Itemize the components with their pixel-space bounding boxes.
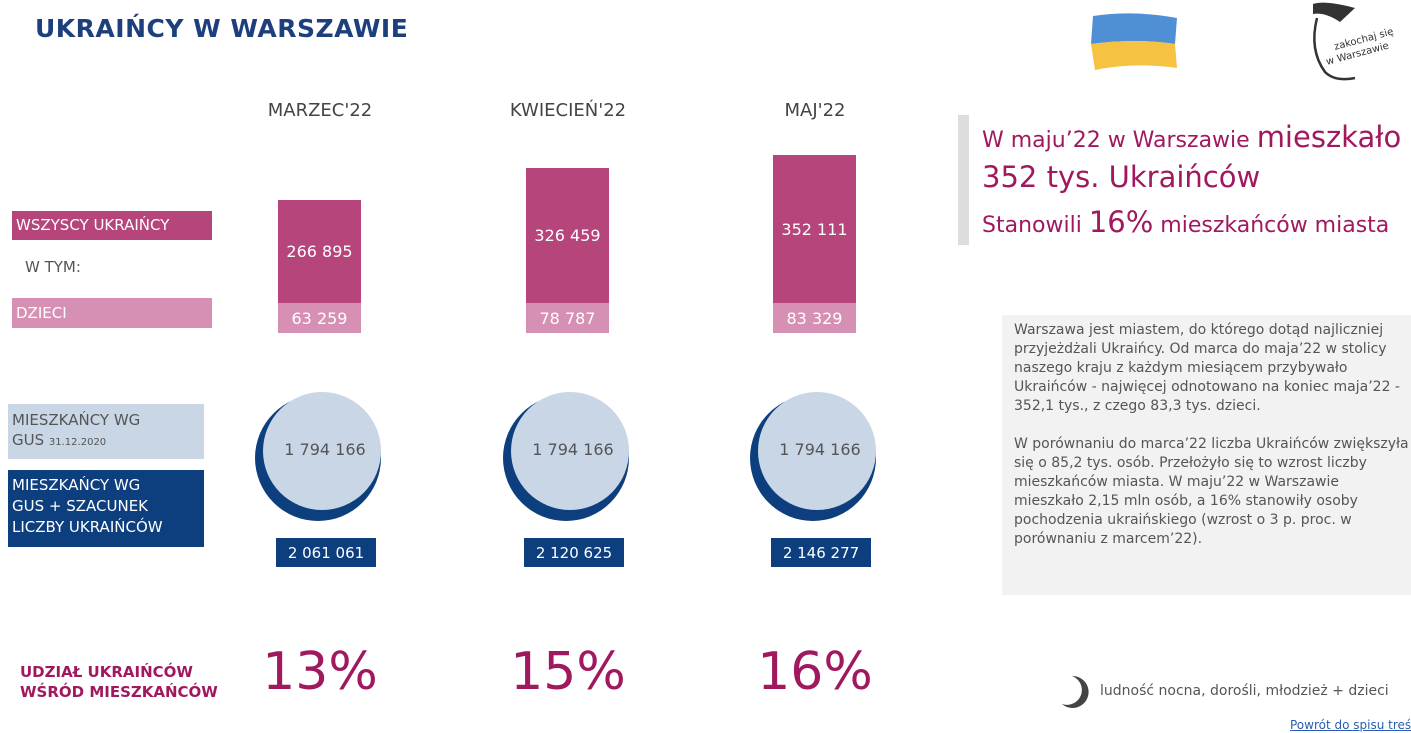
headline-line: Stanowili 16% mieszkańców miasta [982,205,1389,239]
bar-all: 326 459 [526,168,609,303]
bar-all: 352 111 [773,155,856,303]
text: MIESZKAŃCY WG [12,411,141,429]
label-residents: MIESZKAŃCY WG GUS 31.12.2020 [8,404,204,459]
description: Warszawa jest miastem, do którego dotąd … [1002,315,1411,595]
bar-all: 266 895 [278,200,361,303]
text: GUS + SZACUNEK [12,497,149,515]
month-header: MARZEC'22 [267,100,373,121]
label-of-which: W TYM: [25,258,81,276]
circle-inner [263,392,381,510]
label-total: MIESZKAŃCY WG GUS + SZACUNEK LICZBY UKRA… [8,470,204,547]
moon-icon [1062,675,1089,708]
circle-inner [511,392,629,510]
logo: zakochaj się w Warszawie [1313,2,1395,81]
circle-icon [503,392,629,521]
month-header: KWIECIEŃ'22 [509,100,627,121]
total-value: 2 061 061 [276,538,376,567]
legend-note: ludność nocna, dorośli, młodzież + dziec… [1100,683,1389,699]
headline-line: W maju’22 w Warszawie mieszkało [982,120,1401,154]
text: LICZBY UKRAIŃCÓW [12,518,163,536]
total-value: 2 146 277 [771,538,871,567]
title: UKRAIŃCY W WARSZAWIE [35,14,409,43]
circle-inner [758,392,876,510]
text: GUS [12,431,45,449]
paragraph: W porównaniu do marca’22 liczba Ukraińcó… [1014,436,1409,547]
label-all: WSZYSCY UKRAIŃCY [12,211,212,240]
text: Stanowili [982,213,1089,238]
circle-icon [750,392,876,521]
text: 31.12.2020 [48,437,107,448]
text: MIESZKAŃCY WG [12,476,141,494]
bar-children: 78 787 [526,303,609,333]
circle-icon [255,392,381,521]
residents-value: 1 794 166 [284,440,366,459]
residents-value: 1 794 166 [532,440,614,459]
text: WŚRÓD MIESZKAŃCÓW [20,683,218,701]
share-value: 15% [510,642,626,702]
bar-children: 83 329 [773,303,856,333]
text: W maju’22 w Warszawie [982,128,1257,153]
accent-bar [958,115,969,245]
flag [1091,13,1177,70]
label-share: UDZIAŁ UKRAIŃCÓW WŚRÓD MIESZKAŃCÓW [20,662,218,702]
paragraph: Warszawa jest miastem, do którego dotąd … [1014,322,1400,414]
label-children: DZIECI [12,298,212,328]
text: 16% [1088,205,1154,239]
back-link[interactable]: Powrót do spisu treści [1290,718,1411,732]
text: mieszkało [1256,120,1402,154]
bar-children: 63 259 [278,303,361,333]
share-value: 16% [757,642,873,702]
text: GUS 31.12.2020 [12,430,204,453]
total-value: 2 120 625 [524,538,624,567]
headline-line: 352 tys. Ukraińców [982,160,1261,194]
text: UDZIAŁ UKRAIŃCÓW [20,663,193,681]
residents-value: 1 794 166 [779,440,861,459]
share-value: 13% [262,642,378,702]
text: mieszkańców miasta [1153,213,1390,238]
month-header: MAJ'22 [784,100,846,121]
